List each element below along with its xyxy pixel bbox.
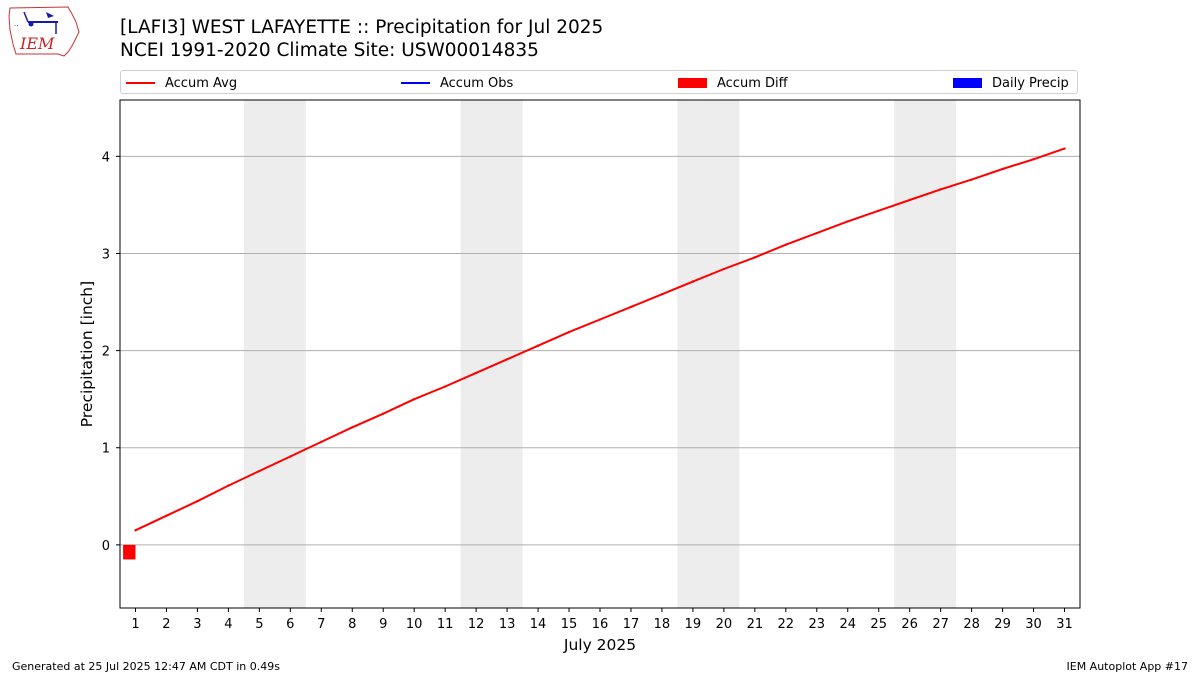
weekend-band-1 <box>243 100 306 608</box>
accum-avg-point-day-3 <box>196 499 199 503</box>
x-tick-label: 5 <box>255 617 263 632</box>
x-tick-label: 24 <box>839 617 856 632</box>
chart-title: [LAFI3] WEST LAFAYETTE :: Precipitation … <box>120 17 604 38</box>
x-tick-label: 3 <box>193 617 201 632</box>
accum-avg-point-day-4 <box>227 484 230 487</box>
iem-logo-text: IEM <box>19 34 55 53</box>
legend-item-accum-obs: Accum Obs <box>401 74 513 92</box>
x-tick-label: 19 <box>685 617 702 632</box>
accum-avg-point-day-12 <box>474 371 478 375</box>
accum-avg-point-day-8 <box>351 426 354 429</box>
weekend-band-3 <box>677 100 740 608</box>
legend-item-daily-precip: Daily Precip <box>953 74 1069 92</box>
accum-avg-point-day-17 <box>629 305 633 309</box>
x-tick-label: 22 <box>778 617 795 632</box>
accum-avg-point-day-25 <box>877 209 880 212</box>
accum-avg-point-day-26 <box>908 198 911 202</box>
accum-avg-point-day-27 <box>939 188 942 191</box>
x-tick-label: 12 <box>468 617 485 632</box>
app-credit: IEM Autoplot App #17 <box>1066 660 1189 673</box>
weekend-band-2 <box>460 100 523 608</box>
x-tick-label: 2 <box>162 617 170 632</box>
accum-avg-point-day-5 <box>258 469 261 473</box>
accum-avg-point-day-30 <box>1032 158 1035 161</box>
legend-label-accum-avg: Accum Avg <box>165 75 238 91</box>
x-tick-label: 23 <box>809 617 826 632</box>
accum-avg-point-day-15 <box>567 330 571 334</box>
x-tick-label: 17 <box>623 617 640 632</box>
x-tick-label: 14 <box>530 617 547 632</box>
legend-item-accum-avg: Accum Avg <box>126 74 237 92</box>
accum-avg-point-day-13 <box>505 358 509 361</box>
x-tick-label: 6 <box>286 617 294 632</box>
x-tick-label: 30 <box>1025 617 1042 632</box>
legend-swatch-daily-precip <box>953 78 982 88</box>
legend-label-accum-diff: Accum Diff <box>717 75 788 91</box>
accum-avg-point-day-1 <box>134 529 137 532</box>
x-tick-label: 25 <box>870 617 887 632</box>
generated-timestamp: Generated at 25 Jul 2025 12:47 AM CDT in… <box>12 660 280 673</box>
y-axis-label: Precipitation [inch] <box>78 281 96 427</box>
x-tick-label: 26 <box>901 617 918 632</box>
x-tick-label: 1 <box>131 617 139 632</box>
accum-avg-point-day-20 <box>722 267 726 271</box>
x-tick-label: 20 <box>716 617 733 632</box>
x-tick-label: 28 <box>963 617 980 632</box>
accum-avg-point-day-14 <box>536 344 540 347</box>
accum-avg-point-day-21 <box>753 256 757 259</box>
accum-avg-point-day-24 <box>846 220 849 223</box>
accum-avg-point-day-2 <box>165 514 168 517</box>
y-tick-label: 2 <box>102 345 110 360</box>
weekend-band-4 <box>894 100 957 608</box>
y-tick-label: 4 <box>102 150 110 165</box>
x-tick-label: 15 <box>561 617 578 632</box>
chart-subtitle: NCEI 1991-2020 Climate Site: USW00014835 <box>120 40 539 61</box>
x-tick-label: 7 <box>317 617 325 632</box>
accum-avg-point-day-31 <box>1063 147 1066 150</box>
accum-avg-point-day-28 <box>970 178 973 181</box>
accum-avg-point-day-19 <box>691 280 695 283</box>
accum-avg-point-day-7 <box>320 440 323 444</box>
x-tick-label: 31 <box>1056 617 1073 632</box>
y-tick-label: 0 <box>102 539 110 554</box>
x-tick-label: 11 <box>437 617 454 632</box>
legend: Accum Avg Accum Obs Accum Diff Daily Pre… <box>120 70 1078 94</box>
legend-swatch-accum-diff <box>678 78 707 88</box>
x-tick-label: 10 <box>406 617 423 632</box>
accum-avg-point-day-18 <box>660 293 664 296</box>
accum-avg-point-day-23 <box>815 231 818 235</box>
y-tick-label: 1 <box>102 442 110 457</box>
accum-avg-point-day-9 <box>382 412 385 415</box>
x-axis-label: July 2025 <box>563 636 636 654</box>
accum-avg-point-day-22 <box>784 243 788 246</box>
accum-diff-bar-day-1 <box>123 544 136 560</box>
legend-swatch-accum-obs <box>401 82 430 84</box>
y-tick-label: 3 <box>102 247 110 262</box>
accum-avg-point-day-6 <box>289 455 292 458</box>
iem-logo: .. IEM <box>8 6 80 57</box>
accum-avg-point-day-29 <box>1001 167 1004 171</box>
svg-text:..: .. <box>14 20 18 28</box>
x-tick-label: 8 <box>348 617 356 632</box>
accum-avg-point-day-11 <box>443 385 447 388</box>
x-tick-label: 4 <box>224 617 232 632</box>
legend-swatch-accum-avg <box>126 82 155 84</box>
accum-avg-point-day-10 <box>412 397 416 401</box>
x-tick-label: 29 <box>994 617 1011 632</box>
legend-label-accum-obs: Accum Obs <box>440 75 514 91</box>
x-tick-label: 13 <box>499 617 516 632</box>
x-tick-label: 9 <box>379 617 387 632</box>
legend-item-accum-diff: Accum Diff <box>678 74 788 92</box>
legend-label-daily-precip: Daily Precip <box>992 75 1069 91</box>
x-tick-label: 27 <box>932 617 949 632</box>
x-tick-label: 16 <box>592 617 609 632</box>
x-tick-label: 21 <box>747 617 764 632</box>
accum-avg-point-day-16 <box>598 318 602 321</box>
iowa-outline <box>8 6 80 57</box>
x-tick-label: 18 <box>654 617 671 632</box>
